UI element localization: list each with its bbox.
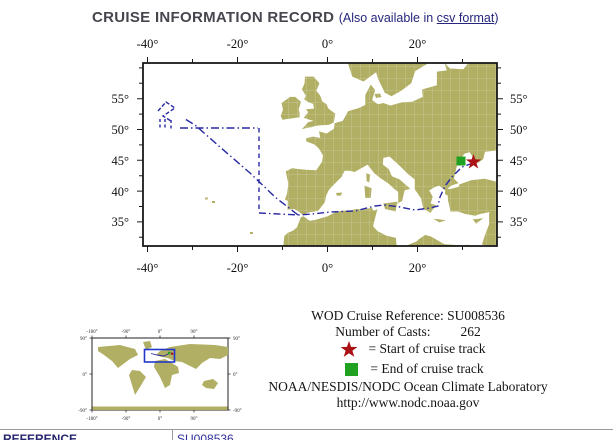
map-ticks	[137, 57, 503, 252]
inset-axis-label: -90°	[233, 409, 242, 414]
table-header-reference: REFERENCE	[3, 432, 78, 440]
axis-label: 0°	[322, 261, 333, 275]
cruise-info-panel: WOD Cruise Reference: SU008536 Number of…	[258, 308, 558, 410]
axis-label: -40°	[137, 261, 159, 275]
inset-axis-label: 90°	[80, 337, 87, 342]
start-star-icon	[330, 340, 368, 358]
axis-label: 20°	[409, 37, 427, 51]
axis-label: -40°	[137, 37, 159, 51]
axis-label: -20°	[227, 37, 249, 51]
inset-axis-label: -180°	[86, 330, 97, 335]
casts-value: 262	[460, 323, 481, 339]
axis-label: 50°	[510, 123, 528, 137]
axis-label: 35°	[112, 215, 130, 229]
inset-axis-label: 0°	[158, 330, 163, 335]
end-legend-line: = End of cruise track	[332, 359, 484, 379]
inset-axis-label: -180°	[86, 417, 97, 422]
also-available-text: (Also available in csv format)	[339, 11, 499, 25]
inset-axis-label: -90°	[122, 330, 131, 335]
axis-label: -20°	[227, 261, 249, 275]
casts-label: Number of Casts:	[335, 323, 431, 339]
start-legend-text: = Start of cruise track	[368, 341, 486, 357]
inset-axis-label: 90°	[191, 417, 198, 422]
inset-axis-label: 0°	[158, 417, 163, 422]
cruise-track-line	[157, 101, 474, 216]
inset-axis-label: 0°	[233, 373, 238, 378]
inset-axis-label: 0°	[83, 373, 88, 378]
cruise-reference-line: WOD Cruise Reference: SU008536	[311, 308, 505, 324]
end-legend-text: = End of cruise track	[370, 361, 484, 377]
axis-label: 20°	[409, 261, 427, 275]
axis-label: 45°	[112, 154, 130, 168]
end-square-icon	[332, 362, 370, 376]
org-line: NOAA/NESDIS/NODC Ocean Climate Laborator…	[268, 379, 548, 394]
page-title: CRUISE INFORMATION RECORD (Also availabl…	[92, 9, 499, 26]
axis-label: 55°	[510, 92, 528, 106]
start-of-track-marker	[465, 154, 482, 169]
map-frame	[142, 62, 498, 247]
cruise-reference-label: WOD Cruise Reference:	[311, 308, 444, 323]
inset-axis-label: 90°	[233, 337, 240, 342]
region-highlight-box	[143, 348, 176, 363]
cruise-track-map: -40° -20° 0° 20° -40° -20° 0° 20° 55° 50…	[112, 37, 528, 275]
axis-label: 0°	[322, 37, 333, 51]
axis-label: 40°	[112, 185, 130, 199]
detail-table: REFERENCE SU008536	[0, 429, 613, 440]
start-legend-line: = Start of cruise track	[330, 339, 486, 359]
inset-track	[150, 351, 174, 357]
axis-label: 35°	[510, 215, 528, 229]
casts-line: Number of Casts: 262	[335, 324, 481, 340]
table-value-reference: SU008536	[172, 430, 613, 440]
cruise-reference-value: SU008536	[447, 308, 505, 323]
inset-axis-label: -90°	[122, 417, 131, 422]
axis-label: 45°	[510, 154, 528, 168]
inset-axis-label: -90°	[78, 409, 87, 414]
world-overview-map: -180° -90° 0° 90° -180° -90° 0° 90° 90° …	[78, 330, 242, 422]
axis-label: 55°	[112, 92, 130, 106]
url-line: http://www.nodc.noaa.gov	[336, 394, 480, 410]
end-of-track-marker	[456, 156, 466, 166]
title-text: CRUISE INFORMATION RECORD	[92, 9, 335, 26]
csv-format-link[interactable]: csv format	[436, 11, 495, 25]
also-suffix: )	[494, 11, 499, 25]
axis-label: 50°	[112, 123, 130, 137]
also-prefix: (Also available in	[338, 11, 437, 25]
inset-axis-label: 90°	[191, 330, 198, 335]
axis-label: 40°	[510, 185, 528, 199]
inset-ticks	[89, 335, 231, 413]
